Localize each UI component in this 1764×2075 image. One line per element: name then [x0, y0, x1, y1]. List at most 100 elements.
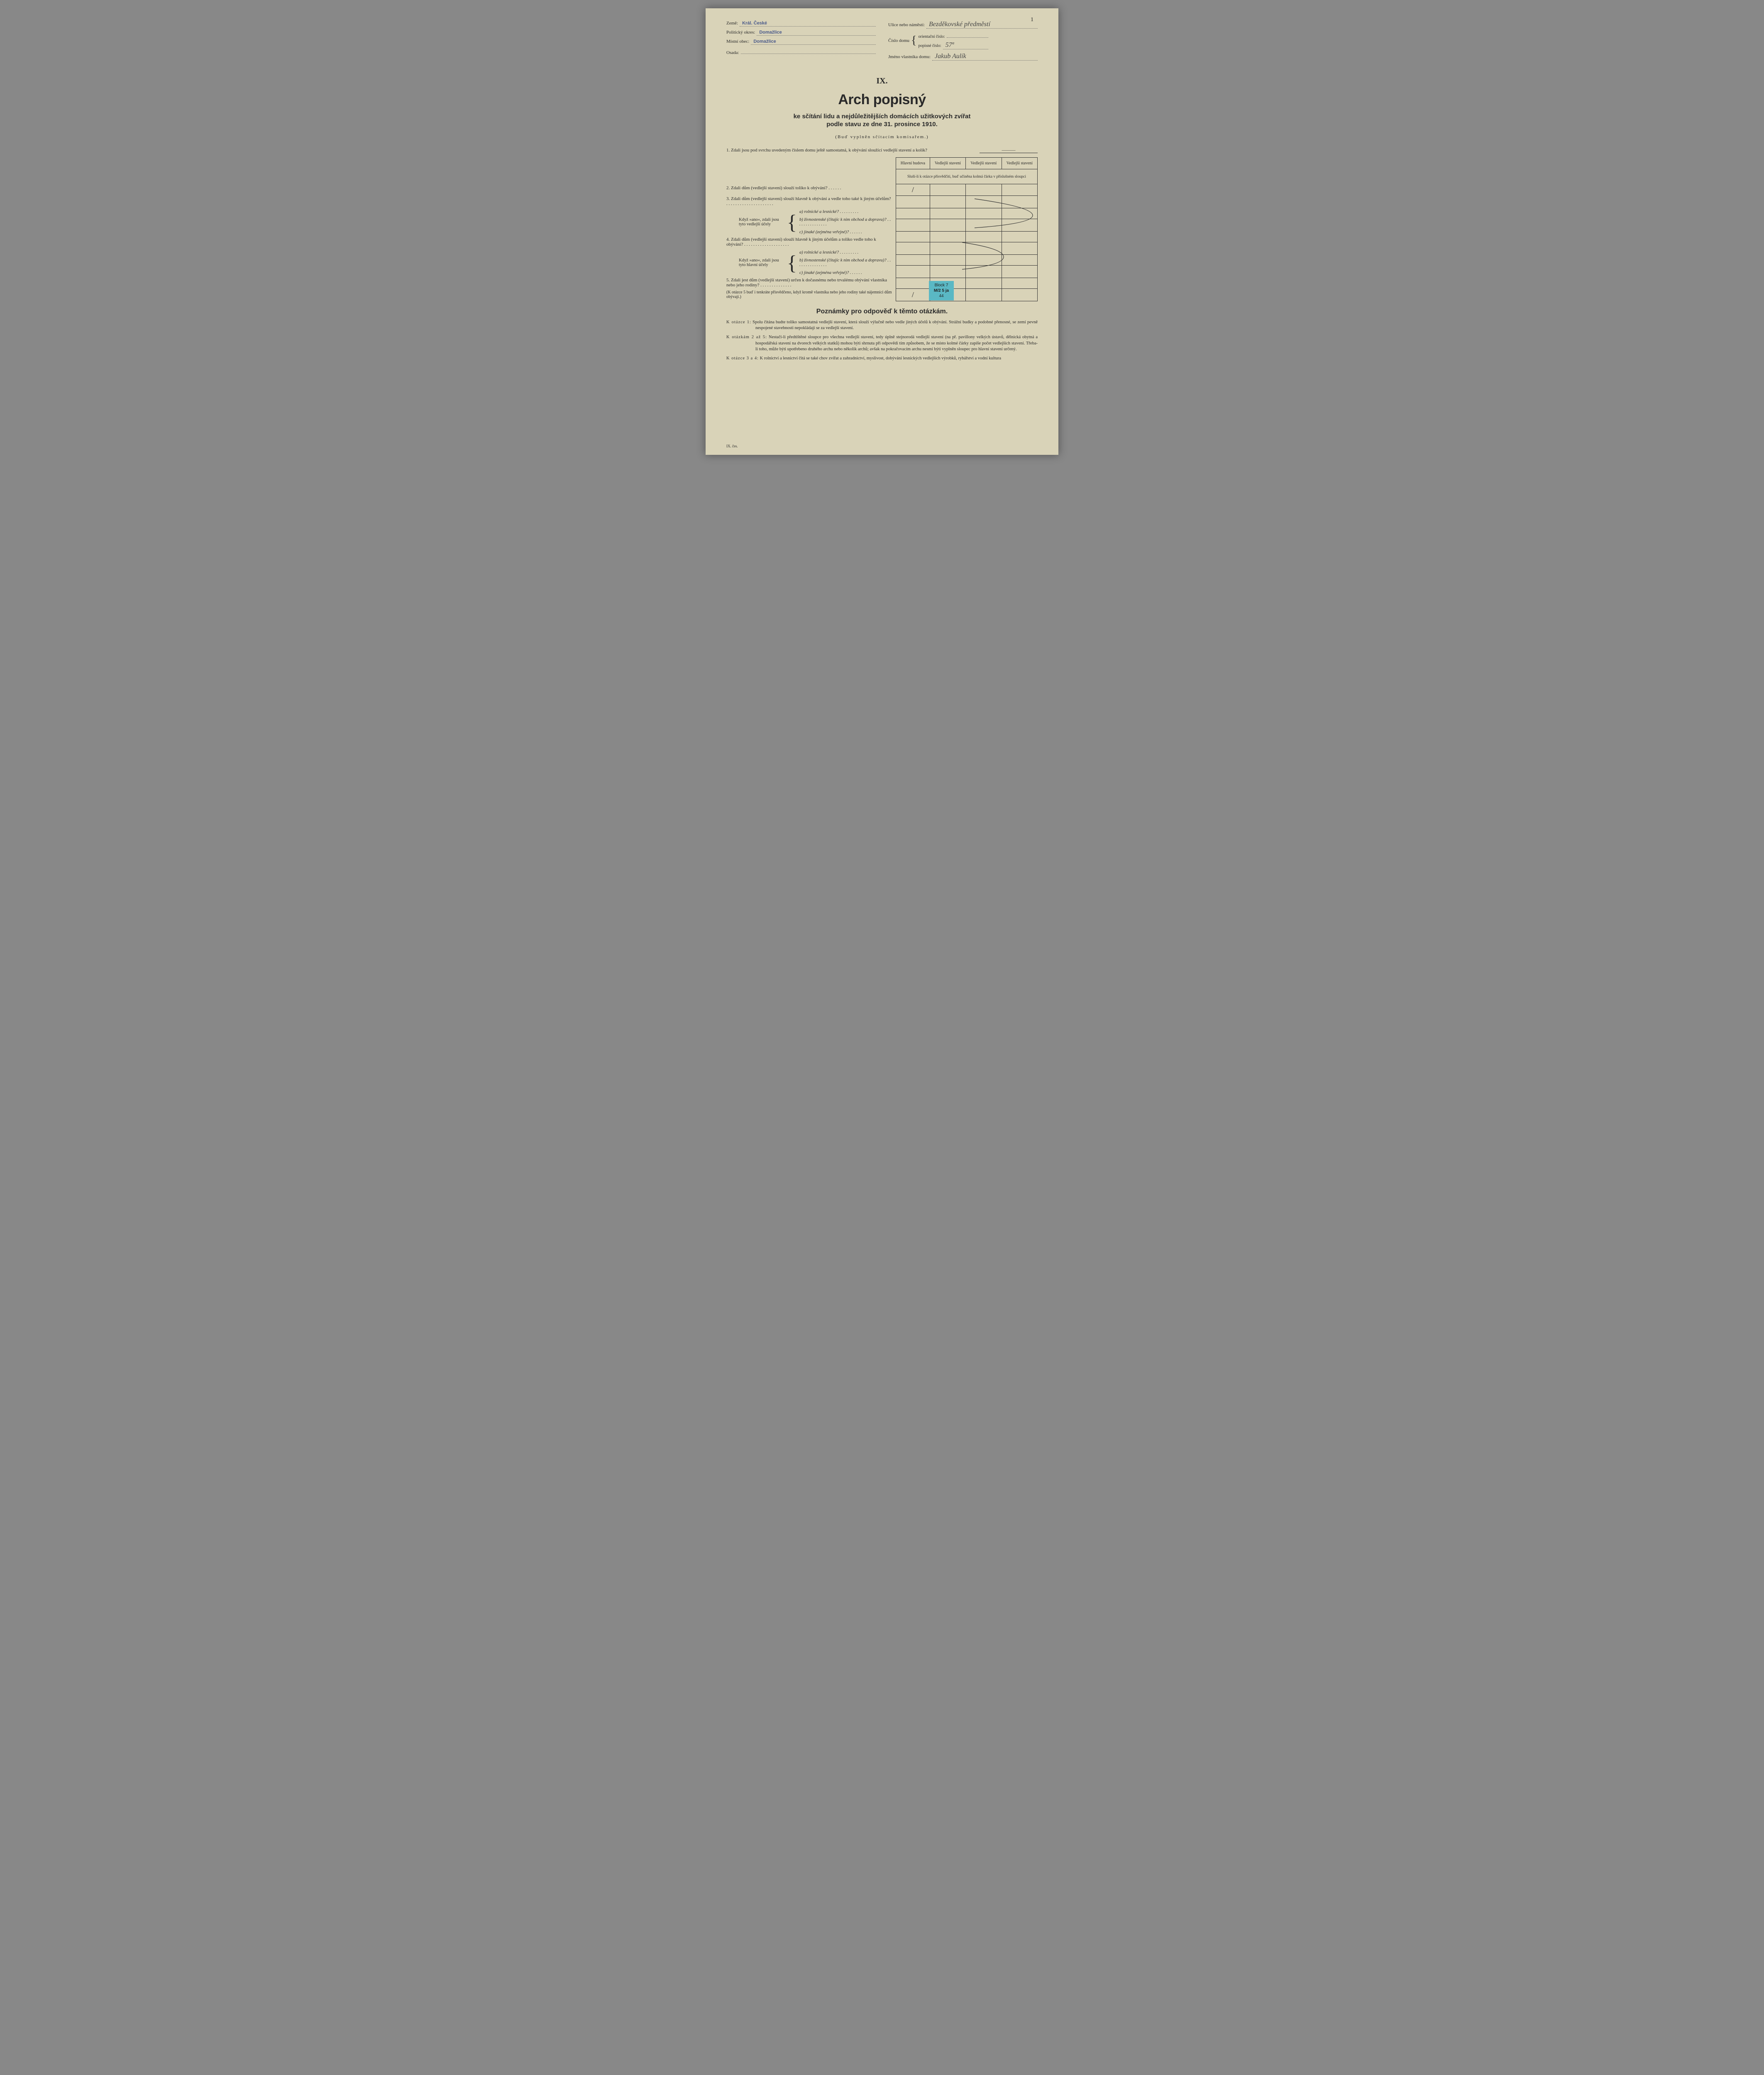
table-row	[896, 232, 1038, 242]
cell	[930, 266, 965, 278]
cell	[1002, 184, 1037, 196]
roman-numeral: IX.	[726, 76, 1038, 86]
note-2: K otázkám 2 až 5: Nestačí-li předtištěné…	[726, 334, 1038, 352]
question-5: 5. Zdali jest dům (vedlejší stavení) urč…	[726, 277, 892, 289]
instruction: (Buď vyplněn sčítacím komisařem.)	[726, 134, 1038, 139]
cell	[896, 208, 930, 219]
page-number: 1	[1031, 17, 1033, 23]
answer-table: Hlavní budova Vedlejší stavení Vedlejší …	[896, 157, 1038, 301]
vlastnik-label: Jméno vlastníka domu:	[888, 54, 931, 59]
zeme-value: Král. České	[740, 21, 876, 27]
question-5-note: (K otázce 5 buď i tenkráte přisvědčeno, …	[726, 289, 892, 300]
th-2: Vedlejší stavení	[966, 158, 1002, 169]
note-1-text: Spolu čítána budte toliko samostatná ved…	[753, 320, 1038, 330]
blue-stamp: Block 7 M/2 5 ja 44	[929, 281, 954, 300]
questions-and-table: 2. Zdali dům (vedlejší stavení) slouží t…	[726, 157, 1038, 301]
cell	[1002, 208, 1037, 219]
brace1-c: c) jinaké (zejména veřejné)? . . . . . .	[799, 228, 892, 236]
form-header: Země: Král. České Politický okres: Domaž…	[726, 21, 1038, 64]
q1-answer: ———	[980, 148, 1038, 153]
brace2-b: b) živnostenské (čítajíc k nim obchod a …	[799, 256, 892, 269]
field-vlastnik: Jméno vlastníka domu: Jakub Aulík	[888, 53, 1038, 61]
cell: /	[896, 184, 930, 196]
obec-label: Místní obec:	[726, 39, 749, 44]
stamp-line2: M/2 5 ja	[932, 288, 950, 293]
cell	[966, 208, 1002, 219]
osada-label: Osada:	[726, 50, 739, 55]
table-row	[896, 255, 1038, 266]
brace-icon: {	[911, 35, 916, 46]
cell	[1002, 266, 1037, 278]
field-okres: Politický okres: Domažlice	[726, 30, 876, 36]
stamp-line3: 44	[932, 293, 950, 299]
brace-group-1: Když »ano«, zdali jsou tyto vedlejší úče…	[726, 208, 892, 236]
ulice-label: Ulice nebo náměstí:	[888, 22, 925, 27]
note-1: K otázce 1: Spolu čítána budte toliko sa…	[726, 320, 1038, 331]
main-title: Arch popisný	[726, 92, 1038, 108]
field-ulice: Ulice nebo náměstí: Bezděkovské předměst…	[888, 21, 1038, 29]
brace-icon: {	[787, 214, 797, 230]
questions-column: 2. Zdali dům (vedlejší stavení) slouží t…	[726, 157, 896, 301]
note-2-text: Nestačí-li předtištěné sloupce pro všech…	[755, 335, 1038, 351]
note-3-label: K otázce 3 a 4:	[726, 356, 759, 361]
popisne-label: popisné číslo:	[919, 44, 941, 48]
brace-icon: {	[787, 254, 797, 271]
question-1: 1. Zdali jsou pod svrchu uvedeným číslem…	[726, 148, 1038, 153]
brace2-label: Když »ano«, zdali jsou tyto hlavní účely	[726, 258, 784, 267]
cell	[896, 278, 930, 289]
okres-label: Politický okres:	[726, 30, 755, 35]
table-subheader-row: Sluší-li k otázce přisvědčiti, buď učině…	[896, 169, 1038, 184]
brace1-label: Když »ano«, zdali jsou tyto vedlejší úče…	[726, 217, 784, 227]
note-1-label: K otázce 1:	[726, 320, 751, 325]
table-row	[896, 219, 1038, 232]
question-3: 3. Zdali dům (vedlejší stavení) slouží h…	[726, 195, 892, 208]
subtitle-line-1: ke sčítání lidu a nejdůležitějších domác…	[726, 113, 1038, 120]
note-3: K otázce 3 a 4: K rolnictví a lesnictví …	[726, 356, 1038, 361]
table-row	[896, 278, 1038, 289]
th-3: Vedlejší stavení	[1002, 158, 1037, 169]
q1-text: 1. Zdali jsou pod svrchu uvedeným číslem…	[726, 148, 980, 153]
vlastnik-value: Jakub Aulík	[932, 53, 1038, 61]
cell	[896, 266, 930, 278]
table-row: /	[896, 184, 1038, 196]
cell	[966, 278, 1002, 289]
table-row	[896, 208, 1038, 219]
cell	[966, 184, 1002, 196]
cislo-domu-label: Číslo domu	[888, 38, 909, 43]
field-zeme: Země: Král. České	[726, 21, 876, 27]
cell	[896, 232, 930, 242]
subheader: Sluší-li k otázce přisvědčiti, buď učině…	[896, 169, 1038, 184]
note-3-text: K rolnictví a lesnictví čítá se také cho…	[760, 356, 1001, 361]
cell: /	[896, 289, 930, 301]
census-form-page: 1 Země: Král. České Politický okres: Dom…	[706, 8, 1058, 455]
cell	[930, 196, 965, 208]
header-left-column: Země: Král. České Politický okres: Domaž…	[726, 21, 876, 64]
cell	[930, 208, 965, 219]
cell	[896, 255, 930, 266]
subtitle-line-2: podle stavu ze dne 31. prosince 1910.	[726, 121, 1038, 128]
cell	[1002, 289, 1037, 301]
cell	[930, 232, 965, 242]
field-osada: Osada:	[726, 48, 876, 55]
cell	[1002, 278, 1037, 289]
orient-value	[947, 32, 988, 38]
cell	[966, 219, 1002, 232]
brace-group-2: Když »ano«, zdali jsou tyto hlavní účely…	[726, 249, 892, 277]
brace1-a: a) rolnické a lesnické? . . . . . . . . …	[799, 208, 892, 216]
cell	[1002, 196, 1037, 208]
question-4: 4. Zdali dům (vedlejší stavení) slouží h…	[726, 236, 892, 249]
cell	[930, 184, 965, 196]
note-2-label: K otázkám 2 až 5:	[726, 335, 767, 339]
cell	[966, 196, 1002, 208]
field-cislo-domu: Číslo domu { orientační číslo: popisné č…	[888, 32, 1038, 49]
field-obec: Místní obec: Domažlice	[726, 39, 876, 45]
cell	[1002, 242, 1037, 255]
table-row	[896, 242, 1038, 255]
cell	[896, 242, 930, 255]
brace2-c: c) jinaké (zejména veřejné)? . . . . . .	[799, 269, 892, 277]
table-row	[896, 266, 1038, 278]
cell	[1002, 255, 1037, 266]
cell	[966, 266, 1002, 278]
cell	[966, 289, 1002, 301]
th-1: Vedlejší stavení	[930, 158, 965, 169]
